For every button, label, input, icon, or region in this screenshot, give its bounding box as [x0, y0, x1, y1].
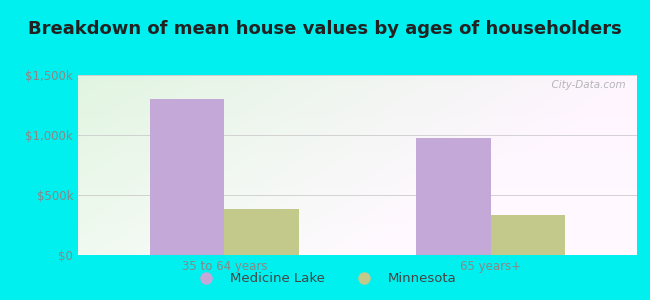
- Bar: [416, 138, 491, 255]
- Bar: [224, 209, 299, 255]
- Bar: [491, 215, 565, 255]
- Bar: [150, 99, 224, 255]
- Text: Breakdown of mean house values by ages of householders: Breakdown of mean house values by ages o…: [28, 20, 622, 38]
- Text: City-Data.com: City-Data.com: [545, 80, 626, 90]
- Legend: Medicine Lake, Minnesota: Medicine Lake, Minnesota: [188, 267, 462, 290]
